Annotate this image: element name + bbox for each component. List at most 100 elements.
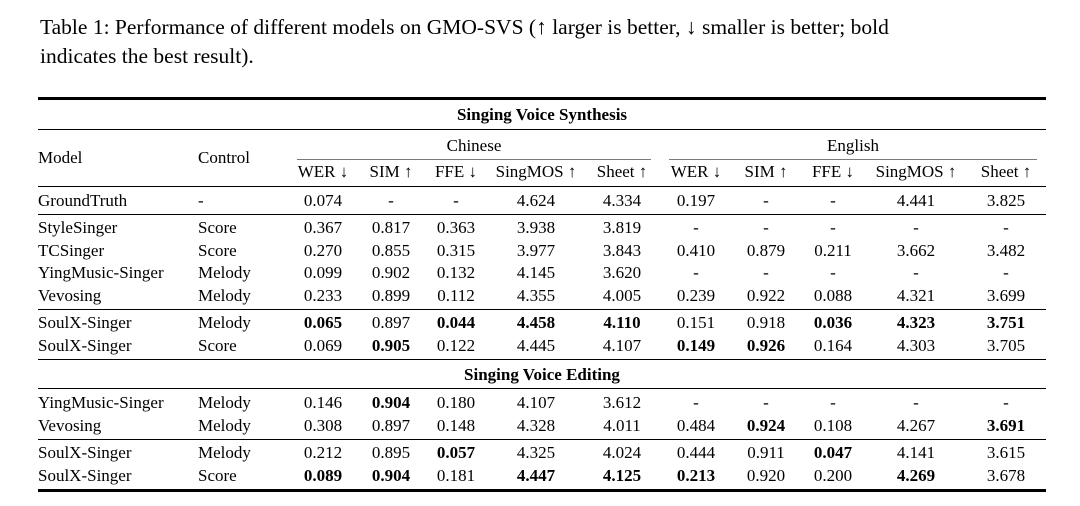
cell-value: 4.458 [516,313,556,333]
cell-value: 0.899 [358,284,424,310]
cell-value: 0.164 [800,334,866,360]
cell-value: 0.149 [660,334,732,360]
cell-value: 0.239 [660,284,732,310]
cell-value: 0.817 [371,218,411,238]
cell-value: 0.905 [358,334,424,360]
cell-value: - [424,186,488,215]
metric-header: WER ↓ [288,159,358,188]
cell-value: 3.691 [966,414,1046,440]
cell-value: 4.110 [603,313,641,333]
table-row: YingMusic-Singer Melody 0.146 0.904 0.180 4.1… [38,389,1046,414]
cell-value: 4.323 [896,313,936,333]
cell-value: 4.141 [896,443,936,463]
cell-value: 3.482 [986,240,1026,260]
cell-value: - [830,263,836,283]
cell-value: 0.918 [746,313,786,333]
cell-value: 0.902 [371,263,411,283]
cell-value: 0.088 [800,284,866,310]
cell-value: 0.484 [660,414,732,440]
cell-model: SoulX-Singer [38,313,132,333]
cell-control: Melody [198,313,251,333]
cell-value: 4.445 [488,334,584,360]
cell-value: 0.897 [371,313,411,333]
cell-value: - [732,186,800,215]
cell-value: 0.904 [358,464,424,493]
cell-value: 0.212 [303,443,343,463]
table-row: TCSinger Score 0.270 0.855 0.315 3.977 3.843 0.… [38,239,1046,262]
cell-value: 3.819 [602,218,642,238]
cell-value: 0.146 [303,392,343,412]
cell-value: - [763,392,769,412]
cell-value: 4.269 [866,464,966,493]
cell-model: Vevosing [38,414,198,440]
table-caption-line-1: Table 1: Performance of different models… [40,15,889,39]
cell-value: 0.112 [424,284,488,310]
cell-control: Score [198,334,288,360]
cell-value: - [913,218,919,238]
cell-model: GroundTruth [38,186,198,215]
metric-header: FFE ↓ [800,159,866,188]
cell-value: 4.321 [866,284,966,310]
cell-control: Melody [198,263,251,283]
cell-value: 0.148 [424,414,488,440]
results-table: Singing Voice Synthesis Model Control Chine… [38,97,1046,493]
cell-value: 0.036 [813,313,853,333]
cell-value: 4.447 [488,464,584,493]
section-title-row: Singing Voice Editing [38,359,1046,390]
cell-value: - [763,218,769,238]
cell-control: Melody [198,414,288,440]
cell-value: 0.270 [303,240,343,260]
cell-value: 4.005 [584,284,660,310]
cell-model: StyleSinger [38,218,118,238]
table-row: GroundTruth -0.074- -4.624 4.334 0.197- -4.44… [38,186,1046,215]
cell-control: Score [198,240,237,260]
cell-value: - [1003,218,1009,238]
cell-model: YingMusic-Singer [38,392,164,412]
metric-header: Sheet ↑ [584,159,660,188]
table-caption-line-2: indicates the best result). [40,44,254,69]
table-row: SoulX-Singer Score 0.089 0.904 0.181 4.447 4.1… [38,464,1046,493]
cell-value: 0.151 [676,313,716,333]
cell-model: TCSinger [38,240,105,260]
cell-value: 0.363 [436,218,476,238]
metric-header: SingMOS ↑ [488,159,584,188]
table-caption: Table 1: Performance of different models… [40,13,1050,71]
cell-value: - [763,263,769,283]
page: Table 1: Performance of different models… [0,13,1080,506]
section-title-synthesis: Singing Voice Synthesis [38,97,1046,131]
cell-value: - [830,392,836,412]
cell-value: 3.751 [986,313,1026,333]
cell-value: 0.926 [732,334,800,360]
cell-value: 0.213 [660,464,732,493]
cell-value: 4.303 [866,334,966,360]
lang-group-header-chinese: Chinese [288,130,660,160]
cell-model: YingMusic-Singer [38,263,164,283]
cell-value: 0.308 [288,414,358,440]
lang-group-header-english-label: English [669,136,1037,160]
cell-control: - [198,186,288,215]
cell-value: 0.879 [746,240,786,260]
cell-value: 0.181 [424,464,488,493]
cell-value: 0.047 [813,443,853,463]
cell-value: 4.024 [602,443,642,463]
table-row: Vevosing Melody 0.308 0.897 0.148 4.328 4.011 0… [38,414,1046,440]
section-title-editing: Singing Voice Editing [38,359,1046,390]
cell-value: 0.180 [436,392,476,412]
cell-value: 0.132 [436,263,476,283]
cell-value: 0.200 [800,464,866,493]
cell-control: Score [198,218,237,238]
cell-value: - [693,263,699,283]
cell-value: - [913,392,919,412]
cell-value: 4.624 [488,186,584,215]
col-header-model: Model [38,129,198,188]
metric-header: SIM ↑ [358,159,424,188]
cell-model: SoulX-Singer [38,464,198,493]
cell-value: - [830,218,836,238]
cell-value: 4.441 [866,186,966,215]
cell-control: Score [198,464,288,493]
cell-value: 0.108 [800,414,866,440]
cell-value: 3.977 [516,240,556,260]
cell-value: 0.924 [732,414,800,440]
cell-value: 3.612 [602,392,642,412]
cell-value: - [800,186,866,215]
